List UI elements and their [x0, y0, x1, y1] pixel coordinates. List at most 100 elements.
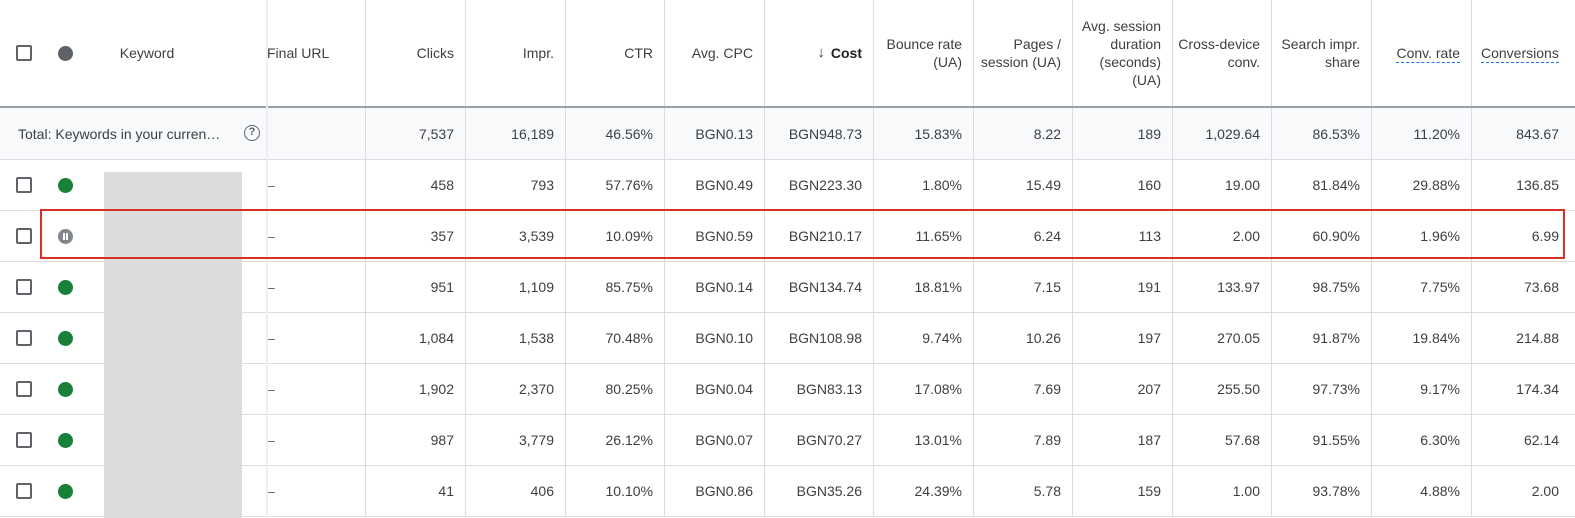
cell-search-share: 81.84%: [1272, 160, 1372, 210]
final-url-cell[interactable]: –: [267, 211, 366, 261]
cell-pages: 7.89: [974, 415, 1073, 465]
total-search-share: 86.53%: [1272, 108, 1372, 159]
cell-conv-rate: 1.96%: [1372, 211, 1472, 261]
cell-duration: 187: [1073, 415, 1173, 465]
total-duration: 189: [1073, 108, 1173, 159]
cell-bounce: 9.74%: [874, 313, 974, 363]
total-pages: 8.22: [974, 108, 1073, 159]
row-checkbox[interactable]: [16, 381, 32, 397]
cell-cross: 1.00: [1173, 466, 1272, 516]
cell-clicks: 1,084: [366, 313, 466, 363]
row-select-cell: [0, 262, 104, 312]
header-ctr[interactable]: CTR: [566, 0, 665, 106]
header-clicks[interactable]: Clicks: [366, 0, 466, 106]
cell-cost: BGN210.17: [765, 211, 874, 261]
redacted-keywords: [104, 172, 242, 518]
header-pages[interactable]: Pages / session (UA): [974, 0, 1073, 106]
cell-conversions: 136.85: [1516, 177, 1559, 193]
cell-avg-cpc: BGN0.10: [665, 313, 765, 363]
header-impr[interactable]: Impr.: [466, 0, 566, 106]
enabled-status-icon[interactable]: [58, 330, 73, 346]
cell-ctr: 85.75%: [566, 262, 665, 312]
status-column-icon[interactable]: [58, 45, 73, 61]
enabled-status-icon[interactable]: [58, 432, 73, 448]
header-duration[interactable]: Avg. session duration (seconds) (UA): [1073, 0, 1173, 106]
select-all-checkbox[interactable]: [16, 45, 32, 61]
cell-clicks: 458: [366, 160, 466, 210]
table-row[interactable]: – 1,084 1,538 70.48% BGN0.10 BGN108.98 9.74% 10…: [0, 313, 1575, 364]
table-row[interactable]: –458 793 57.76% BGN0.49 BGN223.30 1.80% 15.49 1…: [0, 160, 1575, 211]
header-conv-rate[interactable]: Conv. rate: [1372, 0, 1472, 106]
header-search-share[interactable]: Search impr. share: [1272, 0, 1372, 106]
total-bounce: 15.83%: [874, 108, 974, 159]
header-keyword[interactable]: Keyword: [119, 45, 175, 61]
cell-clicks: 951: [366, 262, 466, 312]
cell-pages: 7.69: [974, 364, 1073, 414]
help-icon[interactable]: ?: [244, 125, 260, 141]
row-select-cell: [0, 364, 104, 414]
cell-conversions: 73.68: [1523, 279, 1559, 295]
table-row[interactable]: – 1,902 2,370 80.25% BGN0.04 BGN83.13 17.08% 7.…: [0, 364, 1575, 415]
header-conv-rate-label: Conv. rate: [1396, 44, 1460, 63]
enabled-status-icon[interactable]: [58, 483, 73, 499]
cell-cross: 133.97: [1173, 262, 1272, 312]
cell-cross: 2.00: [1173, 211, 1272, 261]
cell-conv-rate: 9.17%: [1372, 364, 1472, 414]
header-final-url[interactable]: Final URL: [267, 0, 366, 106]
total-label: Total: Keywords in your curren…: [18, 125, 221, 142]
row-checkbox[interactable]: [16, 483, 32, 499]
cell-ctr: 10.09%: [566, 211, 665, 261]
final-url-cell[interactable]: –: [267, 160, 366, 210]
cell-impr: 3,539: [466, 211, 566, 261]
paused-status-icon[interactable]: [58, 228, 73, 244]
final-url-cell[interactable]: –: [267, 415, 366, 465]
cell-ctr: 57.76%: [566, 160, 665, 210]
cell-conv-rate: 29.88%: [1372, 160, 1472, 210]
cell-conversions: 214.88: [1516, 330, 1559, 346]
enabled-status-icon[interactable]: [58, 381, 73, 397]
final-url-cell[interactable]: –: [267, 313, 366, 363]
cell-clicks: 357: [366, 211, 466, 261]
cell-bounce: 24.39%: [874, 466, 974, 516]
row-select-cell: [0, 160, 104, 210]
row-checkbox[interactable]: [16, 432, 32, 448]
final-url-cell[interactable]: –: [267, 262, 366, 312]
header-bounce[interactable]: Bounce rate (UA): [874, 0, 974, 106]
pause-icon: [62, 232, 69, 240]
cell-ctr: 26.12%: [566, 415, 665, 465]
cell-duration: 197: [1073, 313, 1173, 363]
cell-pages: 6.24: [974, 211, 1073, 261]
enabled-status-icon[interactable]: [58, 177, 73, 193]
table-row[interactable]: – 987 3,779 26.12% BGN0.07 BGN70.27 13.01% 7.89…: [0, 415, 1575, 466]
cell-avg-cpc: BGN0.59: [665, 211, 765, 261]
table-row[interactable]: – 357 3,539 10.09% BGN0.59 BGN210.17 11.65% 6.2…: [0, 211, 1575, 262]
header-avg-cpc[interactable]: Avg. CPC: [665, 0, 765, 106]
table-row[interactable]: – 41 406 10.10% BGN0.86 BGN35.26 24.39% 5.78 159…: [0, 466, 1575, 517]
final-url-cell[interactable]: –: [267, 466, 366, 516]
cell-pages: 5.78: [974, 466, 1073, 516]
row-checkbox[interactable]: [16, 177, 32, 193]
row-checkbox[interactable]: [16, 279, 32, 295]
row-checkbox[interactable]: [16, 228, 32, 244]
header-cross-device[interactable]: Cross-device conv.: [1173, 0, 1272, 106]
table-row[interactable]: – 951 1,109 85.75% BGN0.14 BGN134.74 18.81% 7.1…: [0, 262, 1575, 313]
row-select-cell: [0, 211, 104, 261]
final-url-value: –: [267, 432, 275, 448]
cell-search-share: 60.90%: [1272, 211, 1372, 261]
cell-impr: 406: [466, 466, 566, 516]
final-url-cell[interactable]: –: [267, 364, 366, 414]
enabled-status-icon[interactable]: [58, 279, 73, 295]
final-url-value: –: [267, 177, 275, 193]
cell-clicks: 41: [366, 466, 466, 516]
header-conversions[interactable]: Conversions: [1472, 0, 1575, 106]
total-cross-device: 1,029.64: [1173, 108, 1272, 159]
cell-conv-rate: 4.88%: [1372, 466, 1472, 516]
header-cost[interactable]: ↓ Cost: [765, 0, 874, 106]
cell-search-share: 97.73%: [1272, 364, 1372, 414]
frozen-column-divider[interactable]: [266, 0, 268, 518]
cell-conv-rate: 19.84%: [1372, 313, 1472, 363]
header-select-cell: [0, 0, 104, 106]
sort-descending-icon: ↓: [817, 44, 825, 61]
row-checkbox[interactable]: [16, 330, 32, 346]
